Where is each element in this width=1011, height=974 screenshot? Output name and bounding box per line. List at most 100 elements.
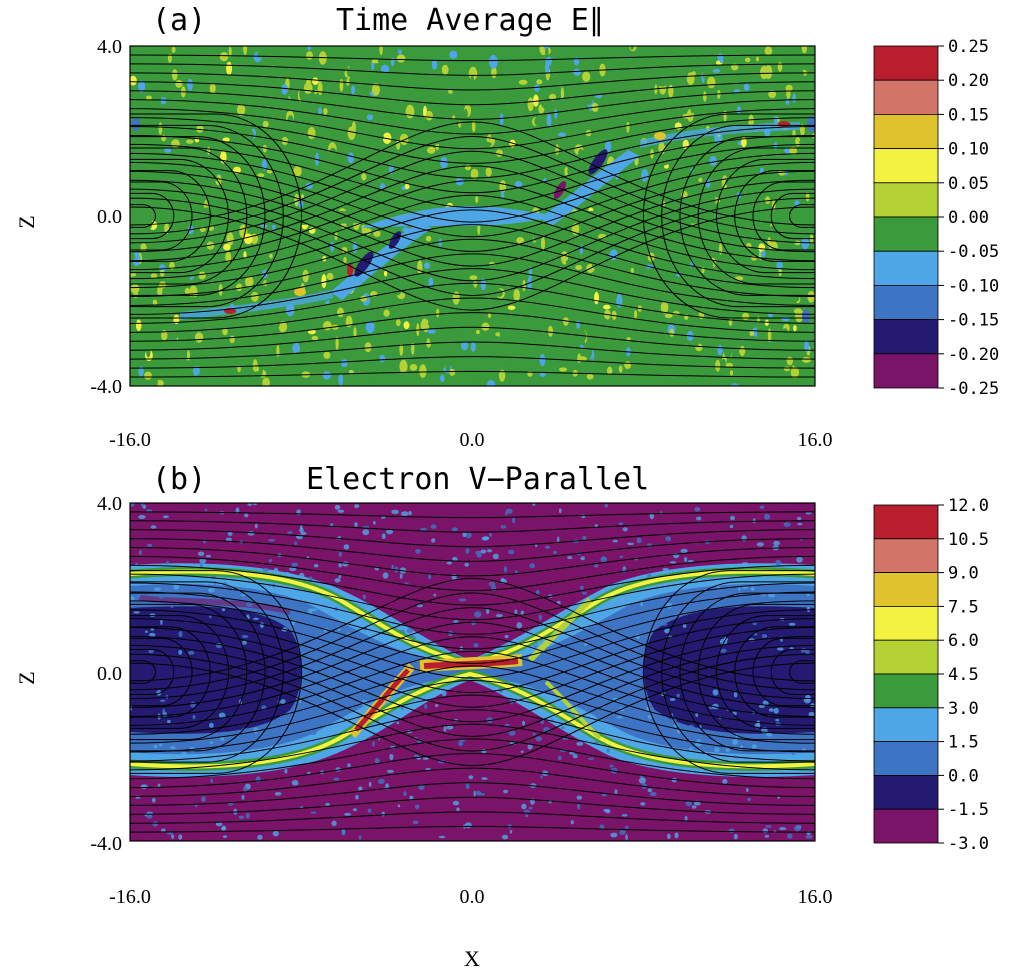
field-line	[130, 660, 156, 684]
panel-a-xtick-mid: 0.0	[460, 429, 485, 451]
field-line	[130, 555, 815, 592]
speckle-mark	[682, 378, 691, 385]
speckle-mark	[406, 628, 414, 634]
speckle-mark	[338, 373, 344, 386]
speckle-mark	[798, 218, 803, 232]
speckle-mark	[284, 54, 289, 67]
speckle-mark	[166, 64, 171, 73]
speckle-mark	[368, 78, 373, 89]
field-line	[734, 170, 815, 262]
speckle-mark	[559, 367, 567, 372]
speckle-mark	[745, 204, 755, 210]
speckle-mark	[318, 107, 322, 115]
colorbar-label: -0.05	[948, 242, 999, 262]
panel-a-colorbar: 0.25 0.20 0.15 0.10 0.05 0.00 -0.05 -0.10 -0.15 -…	[873, 37, 999, 399]
speckle-mark	[681, 52, 689, 66]
speckle-mark	[737, 282, 742, 289]
speckle-mark	[334, 504, 341, 510]
speckle-mark	[343, 256, 347, 264]
speckle-mark	[220, 320, 226, 327]
speckle-mark	[287, 246, 291, 260]
speckle-mark	[505, 508, 513, 514]
speckle-mark	[614, 789, 618, 795]
field-line	[130, 204, 156, 228]
speckle-mark	[449, 368, 456, 376]
speckle-mark	[487, 90, 496, 100]
speckle-mark	[664, 105, 672, 117]
speckle-mark	[489, 54, 498, 69]
speckle-mark	[664, 628, 671, 634]
speckle-mark	[417, 46, 423, 59]
speckle-mark	[150, 525, 157, 529]
speckle-mark	[130, 75, 137, 86]
speckle-mark	[146, 347, 151, 358]
speckle-mark	[724, 349, 732, 358]
speckle-mark	[405, 104, 415, 119]
speckle-mark	[138, 366, 144, 377]
speckle-mark	[665, 536, 672, 542]
speckle-mark	[499, 369, 506, 382]
speckle-mark	[154, 587, 162, 591]
speckle-mark	[243, 345, 252, 357]
speckle-mark	[733, 691, 738, 698]
speckle-mark	[386, 769, 394, 774]
speckle-mark	[433, 173, 439, 179]
speckle-mark	[346, 627, 350, 634]
speckle-mark	[736, 91, 743, 103]
speckle-mark	[167, 53, 172, 63]
speckle-mark	[260, 622, 264, 629]
speckle-mark	[464, 164, 471, 171]
speckle-mark	[601, 84, 605, 97]
speckle-mark	[625, 825, 629, 830]
speckle-mark	[712, 703, 719, 710]
speckle-mark	[778, 170, 786, 176]
speckle-mark	[268, 559, 273, 563]
speckle-mark	[722, 779, 728, 784]
speckle-mark	[162, 515, 169, 519]
field-line	[130, 180, 815, 262]
speckle-mark	[786, 171, 795, 185]
speckle-mark	[257, 89, 262, 98]
speckle-mark	[728, 317, 733, 326]
speckle-mark	[738, 586, 741, 592]
speckle-mark	[145, 95, 152, 101]
speckle-mark	[452, 800, 460, 806]
speckle-mark	[242, 640, 247, 645]
speckle-mark	[528, 267, 533, 280]
speckle-mark	[371, 61, 375, 70]
speckle-mark	[582, 71, 591, 82]
colorbar-swatch	[873, 606, 939, 641]
speckle-mark	[758, 243, 766, 253]
field-line	[130, 570, 303, 774]
field-line	[752, 637, 815, 707]
speckle-mark	[208, 587, 215, 593]
speckle-mark	[507, 110, 513, 115]
speckle-mark	[457, 326, 461, 334]
speckle-mark	[274, 792, 282, 796]
field-line	[770, 192, 815, 240]
speckle-mark	[226, 232, 234, 246]
speckle-mark	[555, 144, 559, 156]
field-line	[130, 723, 815, 771]
speckle-mark	[623, 310, 632, 316]
speckle-mark	[710, 58, 717, 67]
speckle-mark	[575, 265, 583, 270]
speckle-mark	[254, 523, 258, 529]
speckle-mark	[426, 84, 433, 99]
speckle-mark	[751, 744, 757, 749]
speckle-mark	[341, 173, 347, 179]
speckle-mark	[556, 350, 560, 358]
field-line	[130, 54, 815, 62]
speckle-mark	[561, 282, 569, 290]
panel-b-ytick-bottom: -4.0	[90, 833, 122, 855]
speckle-mark	[241, 634, 249, 639]
field-line	[130, 312, 815, 342]
field-line	[130, 665, 815, 735]
speckle-mark	[735, 276, 744, 281]
field-line	[130, 124, 284, 308]
speckle-mark	[195, 374, 201, 384]
speckle-mark	[292, 619, 295, 626]
colorbar-swatch	[873, 639, 939, 675]
speckle-mark	[147, 543, 153, 548]
speckle-mark	[310, 811, 317, 814]
